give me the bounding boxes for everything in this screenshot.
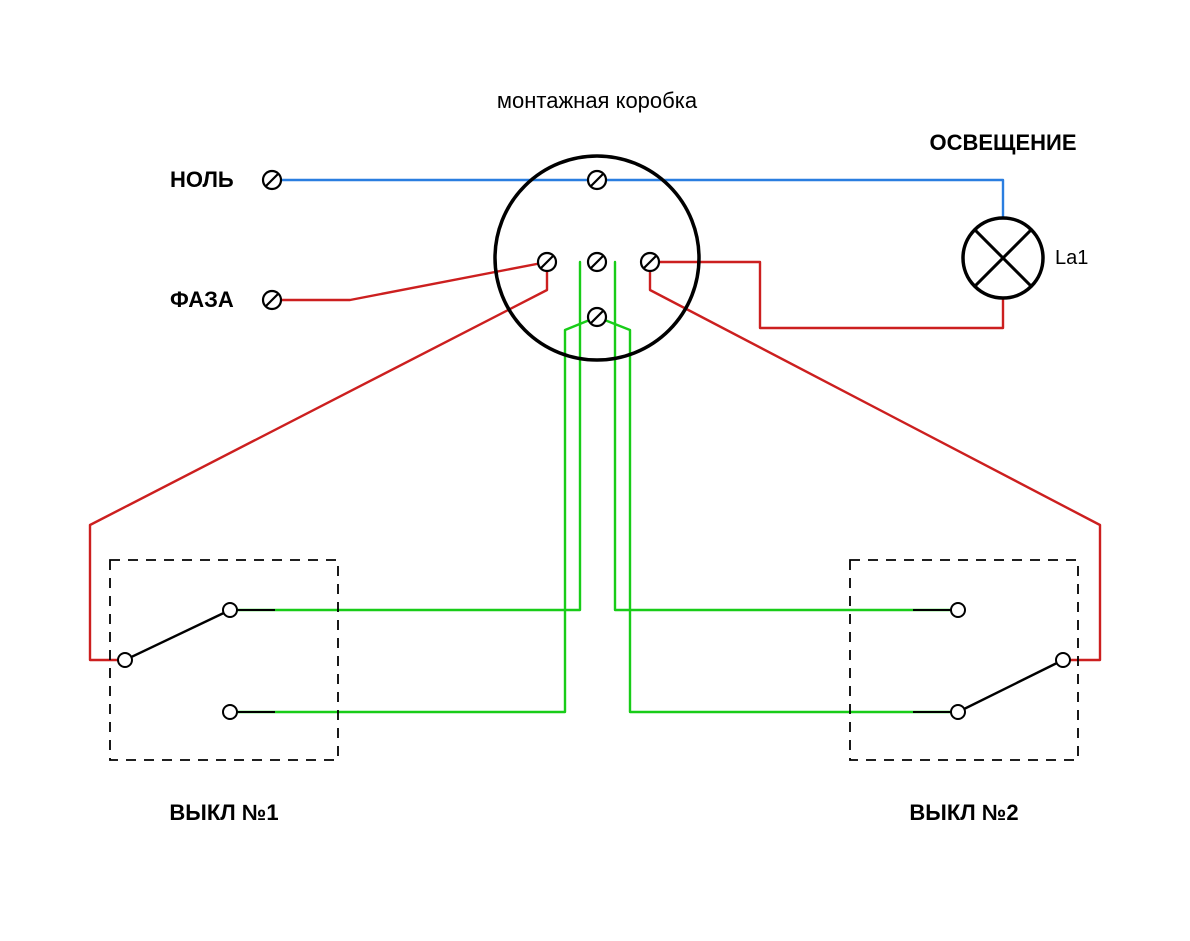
jb-terminal-bottom [588,308,606,326]
lamp-label: La1 [1055,247,1088,269]
wire-phase-to-switch1 [90,262,547,660]
jb-terminal-right [641,253,659,271]
neutral-label: НОЛЬ [170,167,234,192]
neutral-input-terminal [263,171,281,189]
jb-terminal-top [588,171,606,189]
switch-1 [110,560,338,760]
switch-2 [850,560,1078,760]
wire-neutral [272,180,1003,218]
wire-traveler-sw1-bot [237,317,597,712]
wiring-diagram: монтажная коробка НОЛЬ ФАЗА ОСВЕЩЕНИЕ La1 ВЫК… [0,0,1190,941]
jb-terminal-left [538,253,556,271]
switch1-label: ВЫКЛ №1 [169,800,278,825]
jb-terminal-mid [588,253,606,271]
phase-label: ФАЗА [170,287,234,312]
lamp-symbol [963,218,1043,298]
wire-traveler-sw1-top [237,262,580,610]
wire-traveler-sw2-top [615,262,951,610]
wire-traveler-sw2-bot [597,317,951,712]
wire-phase-to-switch2 [650,262,1100,660]
switch2-label: ВЫКЛ №2 [909,800,1018,825]
wire-phase-in [272,262,547,300]
junction-box-label: монтажная коробка [497,88,698,113]
phase-input-terminal [263,291,281,309]
lighting-label: ОСВЕЩЕНИЕ [929,130,1076,155]
